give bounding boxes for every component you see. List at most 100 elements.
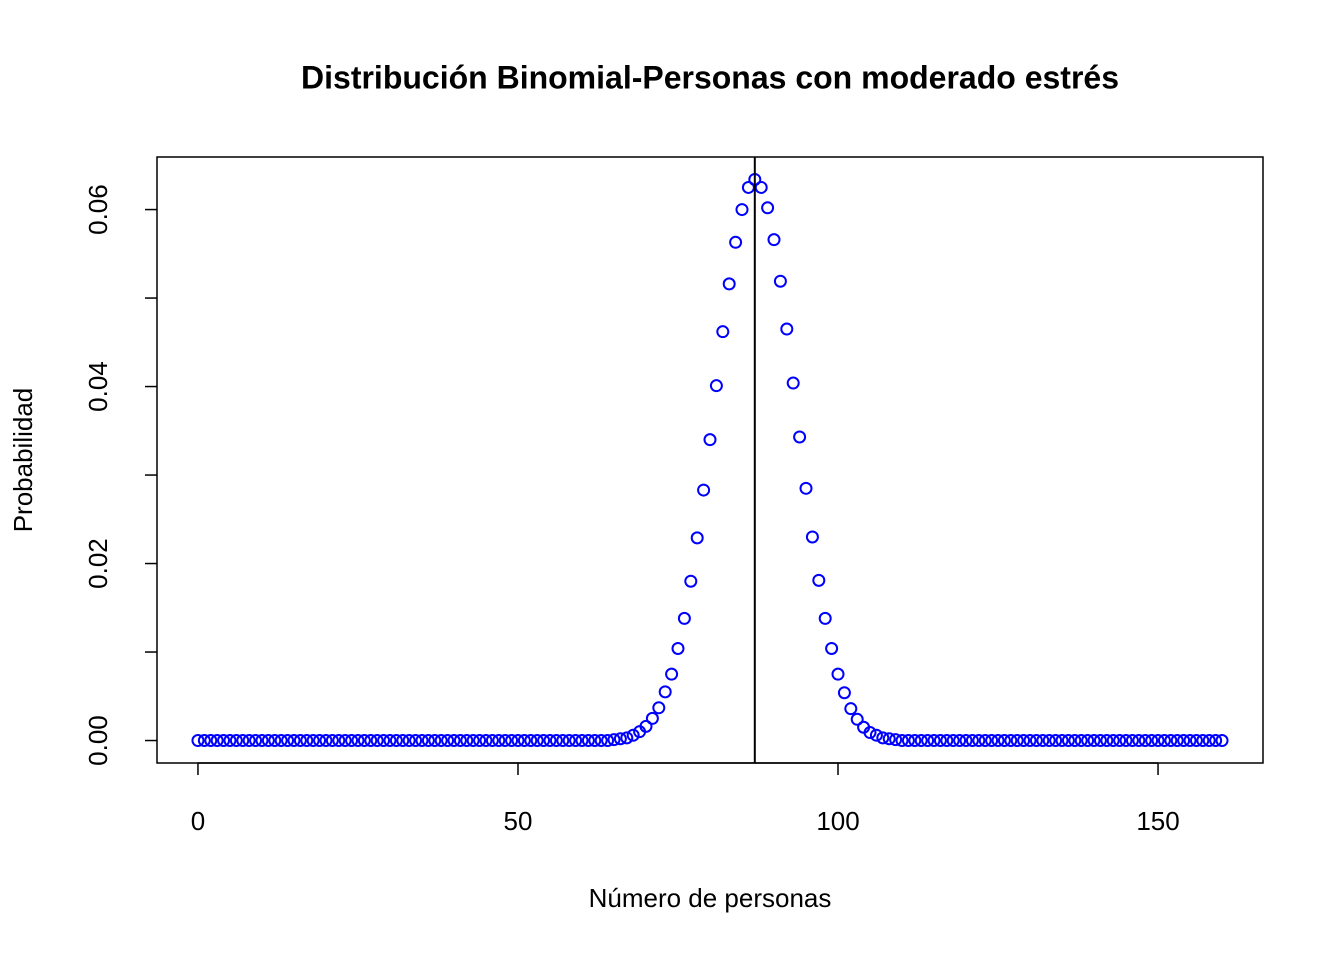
point [601,734,615,748]
point [479,734,493,748]
point [780,322,794,336]
point [1145,734,1159,748]
x-axis-label: Número de personas [589,883,832,913]
point [978,734,992,748]
y-tick-label: 0.00 [83,715,113,766]
point [505,734,519,748]
point [831,667,845,681]
point [1215,734,1229,748]
point [1170,734,1184,748]
point [652,701,666,715]
point [876,731,890,745]
point [396,734,410,748]
point [863,726,877,740]
point [1157,734,1171,748]
point [197,734,211,748]
point [581,734,595,748]
point [671,641,685,655]
point [383,734,397,748]
point [709,379,723,393]
point [665,667,679,681]
point [697,483,711,497]
point [1106,734,1120,748]
point [287,734,301,748]
point [684,574,698,588]
point [1138,734,1152,748]
x-tick-label: 100 [816,806,859,836]
chart-title: Distribución Binomial-Personas con moder… [301,59,1119,95]
point [677,611,691,625]
point [850,712,864,726]
point [927,734,941,748]
point [447,734,461,748]
point [261,734,275,748]
point [959,734,973,748]
point [985,734,999,748]
point [306,734,320,748]
point [1042,734,1056,748]
point [1081,734,1095,748]
point [1055,734,1069,748]
point [805,530,819,544]
point [818,611,832,625]
point [722,277,736,291]
point [428,734,442,748]
point [543,734,557,748]
point [1183,734,1197,748]
point [1023,734,1037,748]
point [473,734,487,748]
point [1177,734,1191,748]
point [274,734,288,748]
point [1017,734,1031,748]
point [575,734,589,748]
point [511,734,525,748]
point [537,734,551,748]
point [255,734,269,748]
point [1196,734,1210,748]
point [1209,734,1223,748]
point [1074,734,1088,748]
point [793,430,807,444]
point [249,734,263,748]
point [217,734,231,748]
point [908,734,922,748]
x-tick-label: 50 [504,806,533,836]
point [837,686,851,700]
point [991,734,1005,748]
point [460,734,474,748]
point [607,733,621,747]
x-tick-label: 150 [1136,806,1179,836]
point [946,734,960,748]
point [729,235,743,249]
point [562,734,576,748]
point [690,531,704,545]
point [204,734,218,748]
point [364,734,378,748]
point [1119,734,1133,748]
point [370,734,384,748]
point [1100,734,1114,748]
point [933,734,947,748]
point [1061,734,1075,748]
point [716,325,730,339]
point [402,734,416,748]
point [338,734,352,748]
point [1132,734,1146,748]
point [901,734,915,748]
point [332,734,346,748]
point [389,734,403,748]
point [1151,734,1165,748]
point [754,180,768,194]
point [466,734,480,748]
point [914,734,928,748]
point [588,734,602,748]
point [313,734,327,748]
y-tick-label: 0.02 [83,538,113,589]
point [293,734,307,748]
point [549,734,563,748]
point [1113,734,1127,748]
y-axis-label: Probabilidad [8,388,38,533]
point [434,734,448,748]
point [895,734,909,748]
y-tick-label: 0.06 [83,184,113,235]
